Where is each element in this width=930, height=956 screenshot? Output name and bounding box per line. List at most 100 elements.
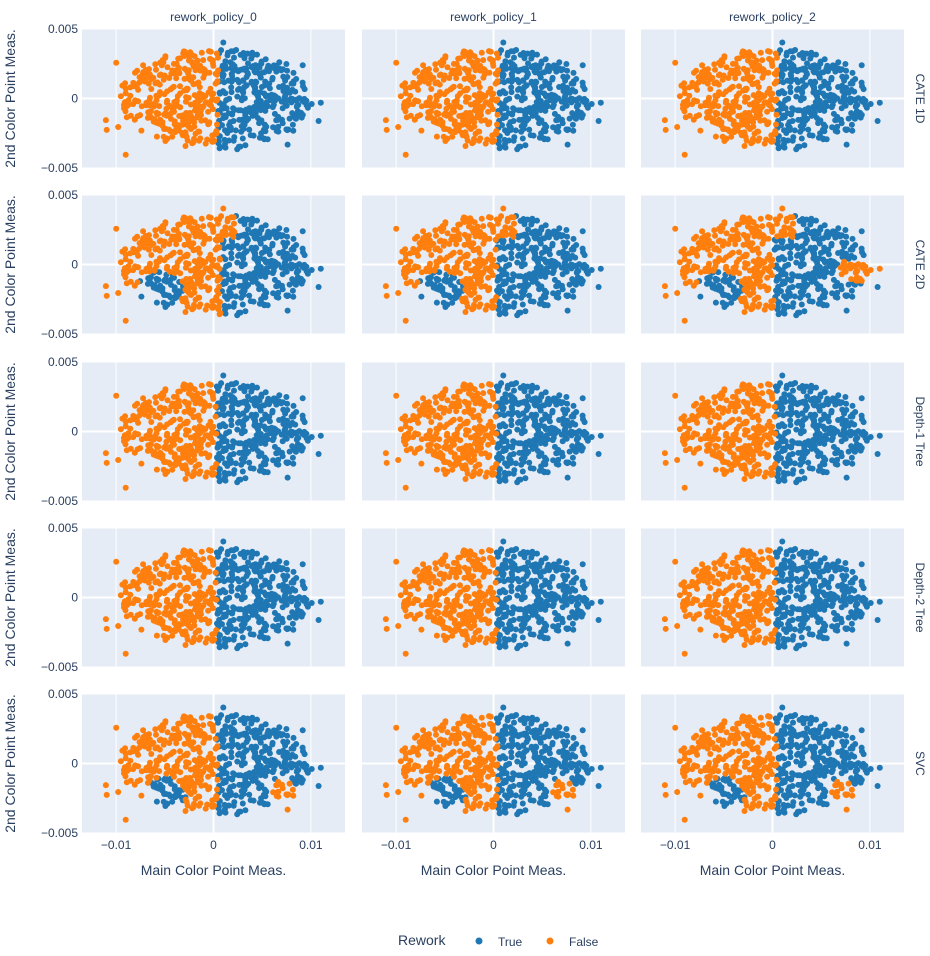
point-true [562,77,569,84]
point-false [185,405,192,412]
point-false [124,436,131,442]
point-false [681,246,688,253]
point-false [489,106,496,113]
point-false [103,459,110,466]
point-true [782,263,789,270]
point-false [449,250,456,257]
point-false [173,127,180,134]
point-true [563,227,570,233]
point-true [558,67,565,74]
point-false [462,120,469,127]
point-true [539,300,546,307]
point-true [840,252,847,259]
point-true [797,263,804,270]
point-true [248,230,255,237]
point-true [570,69,577,76]
point-true [790,54,796,61]
point-true [233,47,240,53]
point-false [206,69,213,76]
point-false [204,265,210,272]
point-true [228,89,235,96]
point-false [722,135,729,142]
point-true [841,102,848,108]
point-false [134,446,141,453]
point-false [402,90,409,97]
point-true [517,440,524,447]
point-false [154,245,161,252]
point-false [382,283,389,290]
point-true [284,474,291,481]
point-false [453,127,460,134]
point-true [257,104,264,111]
point-true [807,55,814,62]
point-true [234,146,241,153]
point-false [117,259,124,266]
point-false [172,264,179,271]
point-false [486,48,492,55]
point-true [825,80,832,87]
point-true [503,263,510,270]
point-false [103,126,110,133]
point-true [595,284,602,290]
point-false [206,214,212,221]
point-false [766,251,773,258]
point-false [434,245,441,252]
point-false [471,123,478,130]
point-false [728,84,735,91]
point-true [223,438,230,445]
point-true [263,99,270,106]
point-false [202,283,209,290]
point-true [231,467,238,474]
point-true [539,134,546,141]
point-true [295,111,302,118]
point-true [270,124,277,131]
point-false [765,69,772,76]
point-false [195,245,202,252]
point-true [519,254,526,261]
point-true [803,235,810,242]
point-false [736,221,742,228]
point-true [171,287,178,294]
point-false [164,263,171,270]
point-true [232,127,239,134]
point-false [148,242,154,249]
point-true [236,282,243,289]
point-false [132,97,139,104]
point-false [220,205,227,212]
point-false [707,114,714,121]
point-false [138,127,145,134]
point-true [820,256,827,263]
point-false [460,50,467,57]
point-true [222,306,228,313]
point-true [231,272,238,279]
point-true [579,62,586,69]
point-true [243,272,250,279]
point-false [198,49,205,56]
point-true [259,467,266,474]
point-false [154,111,161,118]
point-true [317,265,324,272]
point-false [140,62,147,69]
point-true [241,121,248,128]
point-true [527,132,534,139]
facet-panel [362,361,625,502]
point-false [476,128,483,135]
point-true [779,281,786,288]
point-true [526,459,533,466]
point-true [245,60,251,67]
point-true [288,261,294,268]
point-false [492,236,499,243]
point-true [828,270,835,277]
point-false [740,75,747,82]
point-true [270,457,277,464]
point-false [200,390,207,397]
point-false [206,402,213,409]
point-false [446,75,453,81]
point-true [510,242,516,249]
point-false [436,103,443,110]
point-true [261,90,268,97]
point-false [426,71,433,78]
point-false [742,94,749,101]
point-false [683,103,690,109]
point-true [504,382,511,389]
